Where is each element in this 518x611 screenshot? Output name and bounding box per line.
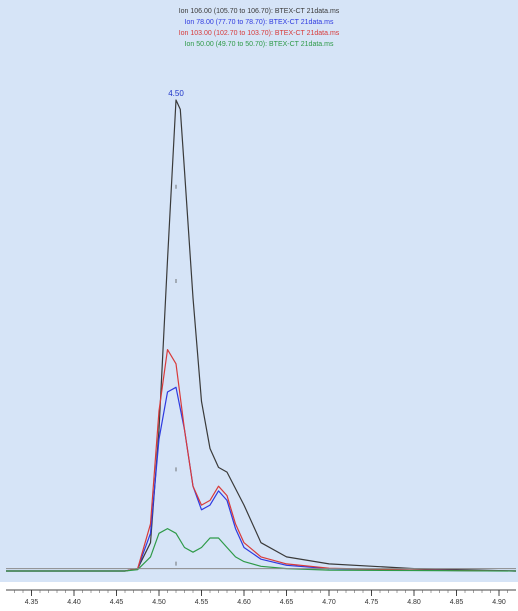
x-tick-label-1: 4.40 (67, 599, 81, 606)
series-layer (6, 99, 517, 572)
chart-legend: Ion 106.00 (105.70 to 106.70): BTEX-CT 2… (0, 6, 518, 50)
x-tick-label-8: 4.75 (365, 599, 379, 606)
x-axis-band (0, 582, 518, 611)
legend-entry-ion-78: Ion 78.00 (77.70 to 78.70): BTEX-CT 21da… (184, 19, 334, 26)
x-tick-label-7: 4.70 (322, 599, 336, 606)
x-tick-label-6: 4.65 (280, 599, 294, 606)
x-tick-label-2: 4.45 (110, 599, 124, 606)
x-tick-label-4: 4.55 (195, 599, 209, 606)
legend-entry-ion-50: Ion 50.00 (49.70 to 50.70): BTEX-CT 21da… (184, 41, 334, 48)
series-line-1 (6, 386, 517, 572)
x-tick-label-10: 4.85 (450, 599, 464, 606)
x-tick-label-11: 4.90 (492, 599, 506, 606)
x-tick-label-9: 4.80 (407, 599, 421, 606)
series-line-2 (6, 349, 517, 572)
marker-layer: 4.50 (168, 89, 184, 566)
series-line-3 (6, 527, 517, 572)
legend-entry-ion-106: Ion 106.00 (105.70 to 106.70): BTEX-CT 2… (178, 8, 340, 15)
legend-entry-ion-103: Ion 103.00 (102.70 to 103.70): BTEX-CT 2… (178, 30, 340, 37)
peak-label: 4.50 (168, 89, 184, 98)
x-tick-label-3: 4.50 (152, 599, 166, 606)
x-tick-label-5: 4.60 (237, 599, 251, 606)
series-line-0 (6, 99, 517, 572)
x-tick-label-0: 4.35 (25, 599, 39, 606)
x-axis: 4.35 4.40 4.45 4.50 4.55 4.60 4.65 4.70 4.75 4.80… (0, 582, 518, 611)
